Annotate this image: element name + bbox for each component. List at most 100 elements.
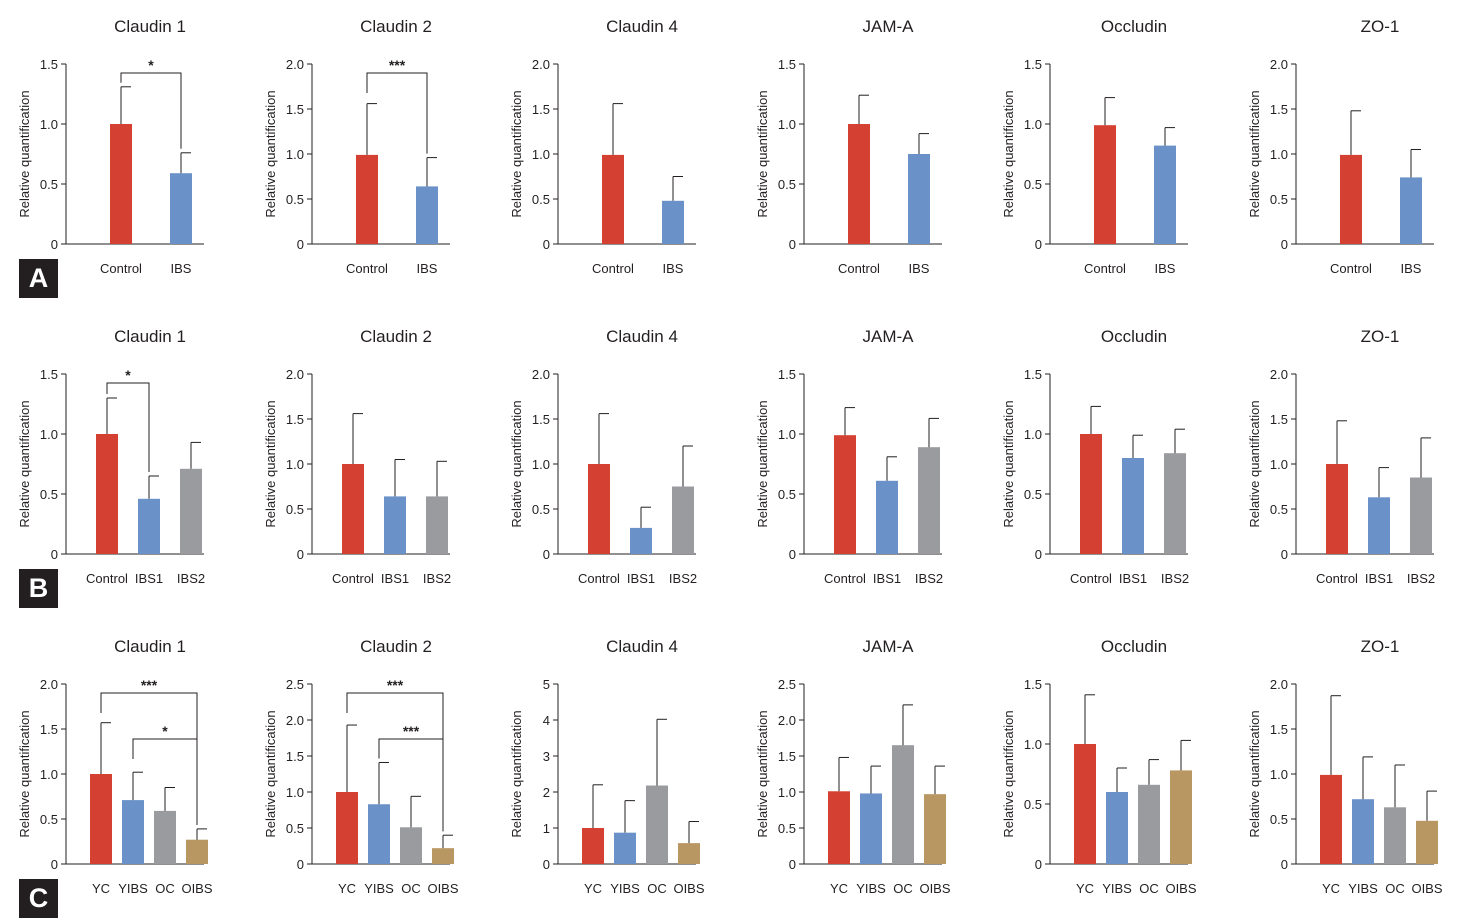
bar-ibs <box>662 200 684 244</box>
chart-title: Claudin 1 <box>114 327 186 346</box>
y-tick-label: 2.5 <box>778 677 796 692</box>
y-tick-label: 0 <box>1035 857 1042 872</box>
y-tick-label: 1.5 <box>1270 412 1288 427</box>
x-tick-label: Control <box>1084 261 1126 276</box>
chart-title: ZO-1 <box>1361 637 1400 656</box>
bar-yc <box>582 828 604 864</box>
bar-oc <box>1384 807 1406 864</box>
bar-ibs2 <box>426 496 448 554</box>
bar-control <box>356 154 378 244</box>
bar-control <box>834 435 856 554</box>
y-tick-label: 2.0 <box>1270 367 1288 382</box>
y-tick-label: 1.5 <box>1024 677 1042 692</box>
bar-yibs <box>614 832 636 864</box>
y-tick-label: 1.0 <box>40 427 58 442</box>
x-tick-label: IBS1 <box>381 571 409 586</box>
chart-title: Claudin 1 <box>114 637 186 656</box>
y-axis-label: Relative quantification <box>1247 90 1262 217</box>
bar-oc <box>1138 784 1160 864</box>
x-tick-label: OC <box>1385 881 1405 896</box>
y-axis-label: Relative quantification <box>755 710 770 837</box>
bar-control <box>602 154 624 244</box>
x-tick-label: Control <box>592 261 634 276</box>
x-tick-label: YIBS <box>1102 881 1132 896</box>
y-axis-label: Relative quantification <box>17 90 32 217</box>
significance-label: * <box>125 367 131 383</box>
significance-label: *** <box>389 57 406 73</box>
bar-ibs <box>1154 145 1176 244</box>
y-tick-label: 0.5 <box>40 812 58 827</box>
significance-bracket <box>132 738 198 825</box>
y-tick-label: 1.5 <box>1270 722 1288 737</box>
chart-0-1: Claudin 2 Relative quantification 0 0.5 1.0 1… <box>263 17 450 276</box>
x-tick-label: IBS2 <box>1407 571 1435 586</box>
bar-yibs <box>122 800 144 864</box>
y-tick-label: 1.5 <box>532 102 550 117</box>
x-tick-label: Control <box>100 261 142 276</box>
x-tick-label: YC <box>92 881 110 896</box>
chart-title: Claudin 2 <box>360 637 432 656</box>
chart-title: JAM-A <box>863 17 915 36</box>
x-tick-label: IBS2 <box>669 571 697 586</box>
y-tick-label: 0.5 <box>532 192 550 207</box>
bar-oibs <box>678 843 700 864</box>
chart-0-2: Claudin 4 Relative quantification 0 0.5 1.0 1… <box>509 17 696 276</box>
y-tick-label: 2.0 <box>286 713 304 728</box>
significance-bracket <box>378 738 444 832</box>
x-tick-label: OIBS <box>181 881 212 896</box>
x-tick-label: YC <box>338 881 356 896</box>
significance-label: *** <box>387 677 404 693</box>
y-axis-label: Relative quantification <box>263 90 278 217</box>
bar-ibs2 <box>1410 477 1432 554</box>
y-tick-label: 0 <box>1281 237 1288 252</box>
y-tick-label: 0.5 <box>40 177 58 192</box>
x-tick-label: IBS1 <box>1119 571 1147 586</box>
x-tick-label: Control <box>1070 571 1112 586</box>
x-tick-label: IBS <box>1155 261 1176 276</box>
bar-oibs <box>924 794 946 864</box>
panel-label-c: C <box>19 879 58 918</box>
x-tick-label: OIBS <box>427 881 458 896</box>
bar-ibs1 <box>630 527 652 554</box>
bar-ibs <box>1400 177 1422 244</box>
x-tick-label: Control <box>1330 261 1372 276</box>
y-tick-label: 1.0 <box>40 117 58 132</box>
x-tick-label: OC <box>647 881 667 896</box>
x-tick-label: YIBS <box>1348 881 1378 896</box>
x-tick-label: YC <box>830 881 848 896</box>
y-tick-label: 1.5 <box>778 749 796 764</box>
y-tick-label: 0.5 <box>778 821 796 836</box>
y-axis-label: Relative quantification <box>263 710 278 837</box>
bar-oibs <box>432 848 454 864</box>
x-tick-label: YC <box>1322 881 1340 896</box>
y-tick-label: 1.0 <box>1024 427 1042 442</box>
y-tick-label: 1.0 <box>286 457 304 472</box>
chart-2-2: Claudin 4 Relative quantification 0 1 2 3 4 5 YC… <box>509 637 705 896</box>
bar-ibs1 <box>1368 497 1390 554</box>
x-tick-label: Control <box>332 571 374 586</box>
x-tick-label: IBS2 <box>915 571 943 586</box>
bar-oc <box>646 785 668 864</box>
x-tick-label: OC <box>155 881 175 896</box>
bar-control <box>110 124 132 244</box>
chart-0-3: JAM-A Relative quantification 0 0.5 1.0 1.5 Co… <box>755 17 942 276</box>
x-tick-label: IBS <box>1401 261 1422 276</box>
bar-yc <box>828 791 850 864</box>
significance-label: *** <box>403 723 420 739</box>
y-tick-label: 0.5 <box>40 487 58 502</box>
y-axis-label: Relative quantification <box>1001 90 1016 217</box>
bar-ibs <box>416 186 438 244</box>
x-tick-label: Control <box>346 261 388 276</box>
significance-label: * <box>148 57 154 73</box>
chart-title: Claudin 4 <box>606 17 678 36</box>
y-tick-label: 5 <box>543 677 550 692</box>
bar-yc <box>336 792 358 864</box>
y-tick-label: 0.5 <box>1024 487 1042 502</box>
y-tick-label: 1.5 <box>1024 367 1042 382</box>
bar-yc <box>1320 774 1342 864</box>
panel-label-a: A <box>19 259 58 298</box>
y-tick-label: 1.5 <box>1024 57 1042 72</box>
chart-1-1: Claudin 2 Relative quantification 0 0.5 1.0 1… <box>263 327 451 586</box>
bar-yc <box>1074 744 1096 864</box>
y-tick-label: 1.0 <box>1270 147 1288 162</box>
